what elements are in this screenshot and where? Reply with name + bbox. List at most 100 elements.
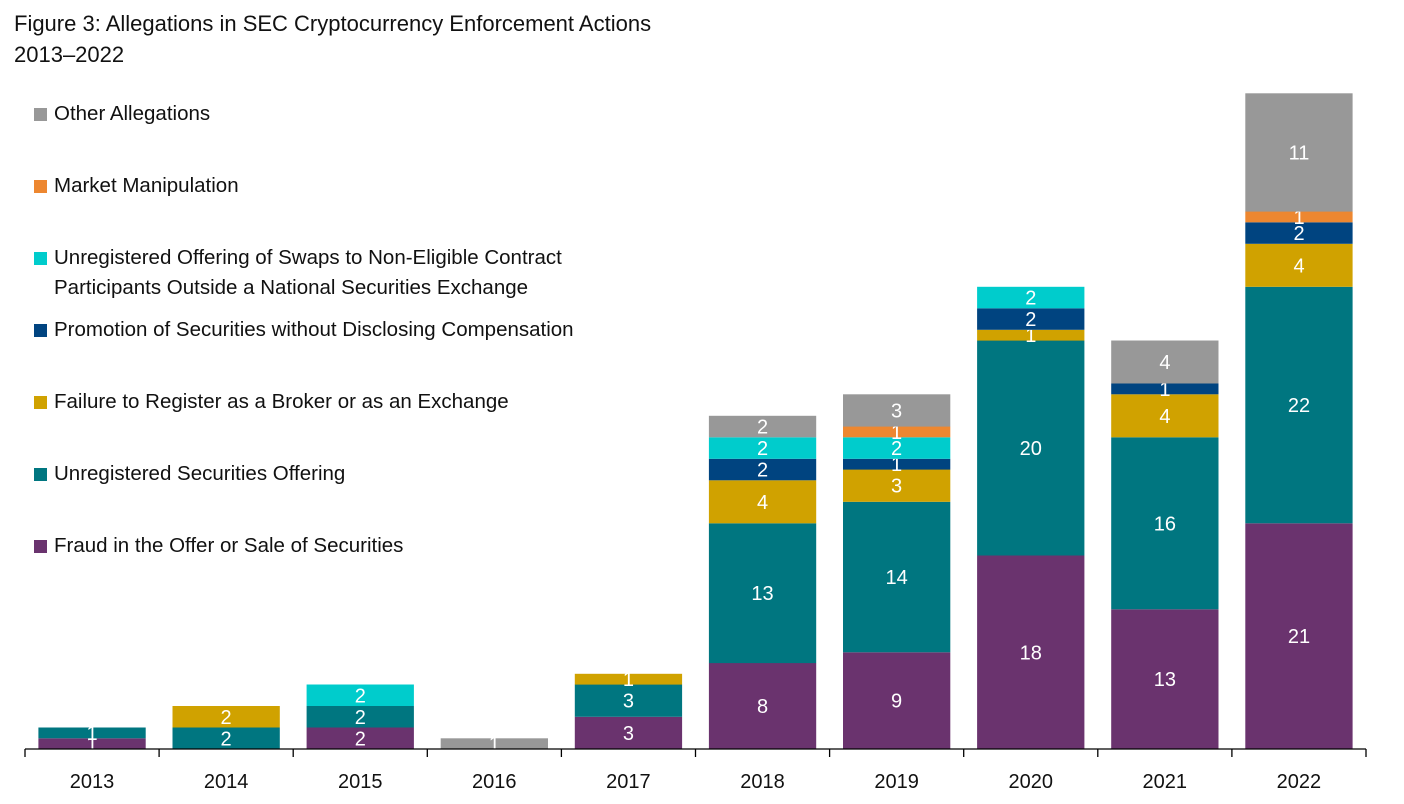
- bar-stack-2014: 22: [172, 706, 280, 750]
- x-tick-label-2022: 2022: [1277, 771, 1322, 793]
- data-label: 2: [221, 728, 232, 750]
- data-label: 2: [1293, 223, 1304, 245]
- legend-swatch: [34, 468, 47, 481]
- data-label: 4: [1159, 406, 1170, 428]
- data-label: 1: [623, 669, 634, 691]
- data-label: 1: [86, 723, 97, 745]
- data-label: 8: [757, 696, 768, 718]
- data-label: 2: [757, 417, 768, 439]
- bar-segment-failure-to-register-as-a-broker-or-as-an-2020: [977, 329, 1085, 341]
- bar-segment-unregistered-securities-offering-2021: [1111, 437, 1219, 610]
- chart-subtitle: 2013–2022: [14, 42, 125, 67]
- x-tick-label-2015: 2015: [338, 771, 383, 793]
- chart-title: Figure 3: Allegations in SEC Cryptocurre…: [14, 8, 651, 70]
- data-label: 11: [1289, 142, 1310, 164]
- legend-swatch: [34, 540, 47, 553]
- data-label: 4: [1293, 255, 1304, 277]
- bar-segment-fraud-in-the-offer-or-sale-of-securities-2015: [306, 727, 414, 749]
- bar-segment-fraud-in-the-offer-or-sale-of-securities-2019: [843, 652, 951, 750]
- bar-stack-2021: 13 16 4 1 4: [1111, 340, 1219, 750]
- legend-label: Other Allegations: [54, 102, 211, 125]
- legend-label: Unregistered Offering of Swaps to Non-El…: [54, 246, 562, 269]
- bar-segment-failure-to-register-as-a-broker-or-as-an-2021: [1111, 394, 1219, 438]
- bar-stack-2017: 331: [574, 669, 683, 750]
- bar-segment-unregistered-offering-of-swaps-to-non-el-2018: [708, 437, 817, 459]
- bar-segment-fraud-in-the-offer-or-sale-of-securities-2017: [574, 716, 683, 750]
- data-label: 1: [891, 454, 902, 476]
- bar-segment-market-manipulation-2022: [1245, 211, 1353, 223]
- bar-segment-failure-to-register-as-a-broker-or-as-an-2019: [843, 469, 951, 502]
- data-label: 3: [891, 400, 902, 422]
- bar-segment-promotion-of-securities-without-disclosi-2019: [843, 458, 951, 470]
- data-label: 2: [355, 707, 366, 729]
- data-label: 2: [355, 685, 366, 707]
- data-label: 2: [221, 707, 232, 729]
- x-tick-label-2021: 2021: [1143, 771, 1188, 793]
- data-label: 1: [891, 422, 902, 444]
- bar-segment-market-manipulation-2019: [843, 426, 951, 438]
- legend-swatch: [34, 324, 47, 337]
- data-label: 16: [1154, 513, 1176, 535]
- data-label: 1: [1025, 325, 1036, 347]
- data-label: 2: [1025, 309, 1036, 331]
- data-label: 9: [891, 691, 902, 713]
- bar-segment-other-allegations-2016: [440, 738, 548, 750]
- bar-segment-unregistered-securities-offering-2019: [843, 501, 951, 653]
- data-label: 21: [1288, 626, 1310, 648]
- legend-swatch: [34, 396, 47, 409]
- bar-segment-unregistered-securities-offering-2020: [977, 340, 1085, 556]
- data-label: 4: [757, 492, 768, 514]
- bar-segment-unregistered-securities-offering-2015: [306, 706, 414, 728]
- data-label: 2: [757, 438, 768, 460]
- bar-segment-failure-to-register-as-a-broker-or-as-an-2022: [1245, 243, 1353, 287]
- legend-swatch: [34, 180, 47, 193]
- bar-segment-unregistered-securities-offering-2017: [574, 684, 683, 717]
- bar-segment-unregistered-offering-of-swaps-to-non-el-2015: [306, 684, 414, 706]
- x-tick-label-2014: 2014: [204, 771, 249, 793]
- legend-label-line2: Participants Outside a National Securiti…: [54, 276, 529, 299]
- bar-segment-promotion-of-securities-without-disclosi-2018: [708, 458, 817, 481]
- data-label: 13: [1154, 669, 1176, 691]
- bar-segment-fraud-in-the-offer-or-sale-of-securities-2021: [1111, 609, 1219, 750]
- bar-segment-other-allegations-2018: [708, 415, 817, 438]
- bar-segment-unregistered-securities-offering-2013: [38, 727, 146, 739]
- bar-segment-other-allegations-2019: [843, 394, 951, 427]
- bar-stack-2016: 1: [440, 734, 548, 756]
- bar-segment-failure-to-register-as-a-broker-or-as-an-2018: [708, 480, 817, 524]
- legend-label: Unregistered Securities Offering: [54, 462, 346, 485]
- bar-segment-fraud-in-the-offer-or-sale-of-securities-2018: [708, 663, 817, 749]
- data-label: 2: [891, 438, 902, 460]
- data-label: 3: [891, 476, 902, 498]
- data-label: 4: [1159, 352, 1170, 374]
- data-label: 18: [1020, 642, 1042, 664]
- bar-segment-promotion-of-securities-without-disclosi-2021: [1111, 383, 1219, 395]
- data-label: 1: [1159, 379, 1170, 401]
- data-label: 1: [86, 734, 97, 756]
- x-tick-label-2016: 2016: [472, 771, 517, 793]
- data-label: 13: [751, 583, 773, 605]
- data-label: 3: [623, 723, 634, 745]
- data-label: 1: [489, 734, 500, 756]
- x-tick-label-2020: 2020: [1009, 771, 1054, 793]
- bar-segment-unregistered-offering-of-swaps-to-non-el-2020: [977, 286, 1085, 309]
- bar-segment-unregistered-securities-offering-2022: [1245, 286, 1353, 524]
- x-tick-label-2018: 2018: [740, 771, 785, 793]
- bar-segment-unregistered-securities-offering-2018: [708, 523, 817, 664]
- bar-segment-failure-to-register-as-a-broker-or-as-an-2014: [172, 706, 280, 728]
- data-label: 22: [1288, 395, 1310, 417]
- x-tick-label-2017: 2017: [606, 771, 651, 793]
- bar-segment-other-allegations-2022: [1245, 93, 1353, 212]
- legend-swatch: [34, 108, 47, 121]
- data-label: 2: [355, 728, 366, 750]
- bar-segment-promotion-of-securities-without-disclosi-2022: [1245, 222, 1353, 244]
- bar-segment-other-allegations-2021: [1111, 340, 1219, 384]
- data-label: 2: [1025, 288, 1036, 310]
- bar-stack-2015: 222: [306, 684, 414, 750]
- bar-segment-failure-to-register-as-a-broker-or-as-an-2017: [574, 673, 683, 685]
- data-label: 14: [885, 567, 907, 589]
- x-tick-label-2013: 2013: [70, 771, 115, 793]
